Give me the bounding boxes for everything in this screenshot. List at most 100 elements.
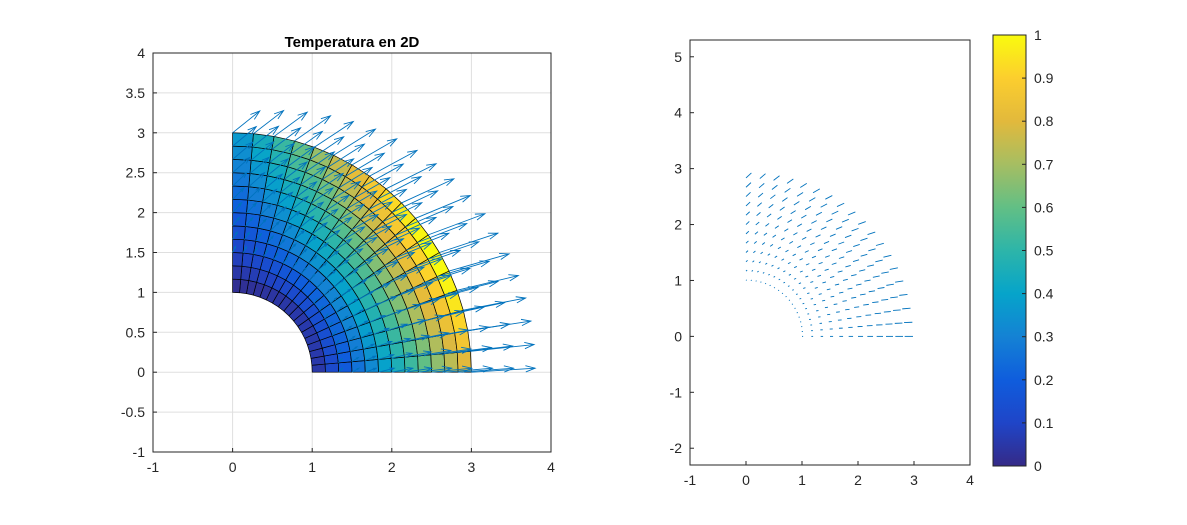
quiver-arrow — [779, 206, 785, 211]
y-tick-label: 4 — [137, 45, 145, 61]
quiver-arrow — [811, 255, 817, 259]
quiver-arrow — [769, 244, 774, 247]
quiver-arrow — [774, 255, 778, 258]
quiver-arrow — [326, 250, 340, 261]
quiver-arrow — [745, 269, 748, 272]
quiver-arrow — [232, 201, 243, 213]
y-tick-label: -2 — [670, 440, 683, 456]
mesh-cell — [232, 238, 245, 254]
quiver-arrow — [369, 149, 419, 177]
quiver-arrow — [860, 237, 868, 241]
quiver-arrow — [754, 231, 759, 235]
quiver-arrow — [758, 261, 761, 264]
quiver-arrow — [810, 298, 814, 300]
quiver-arrow — [309, 136, 345, 161]
quiver-arrow — [745, 221, 750, 225]
quiver-arrow — [762, 272, 765, 274]
quiver-arrow — [291, 261, 299, 269]
quiver-arrow — [336, 348, 342, 355]
quiver-arrow — [826, 218, 833, 223]
mesh-cell — [246, 199, 263, 216]
quiver-arrow — [253, 109, 285, 135]
quiver-arrow — [346, 190, 378, 210]
quiver-arrow — [810, 242, 815, 246]
quiver-arrow — [799, 258, 803, 261]
quiver-arrow — [781, 197, 788, 202]
quiver-arrow — [755, 221, 760, 226]
quiver-arrow — [351, 367, 361, 373]
quiver-arrow — [232, 156, 251, 174]
quiver-arrow — [842, 278, 848, 281]
y-tick-label: 5 — [674, 49, 682, 65]
quiver-arrow — [347, 298, 359, 307]
quiver-arrow — [249, 156, 271, 174]
quiver-arrow — [323, 229, 341, 242]
colorbar-tick-label: 0.4 — [1034, 286, 1054, 302]
quiver-arrow — [257, 218, 268, 229]
y-tick-label: 0 — [674, 328, 682, 344]
quiver-arrow — [248, 171, 266, 188]
quiver-arrow — [232, 216, 241, 227]
quiver-arrow — [829, 275, 835, 279]
quiver-arrow — [376, 340, 394, 348]
quiver-arrow — [328, 321, 334, 328]
quiver-arrow — [415, 195, 472, 219]
quiver-arrow — [814, 287, 818, 289]
quiver-arrow — [745, 182, 752, 188]
mesh-cell — [251, 133, 275, 150]
quiver-arrow — [837, 270, 843, 273]
quiver-arrow — [902, 307, 911, 310]
quiver-arrow — [780, 237, 785, 241]
quiver-arrow — [817, 274, 822, 277]
x-tick-label: 0 — [742, 472, 750, 488]
x-tick-label: -1 — [147, 459, 160, 475]
quiver-arrow — [808, 197, 816, 202]
quiver-arrow — [801, 236, 807, 240]
quiver-arrow — [768, 273, 770, 276]
mesh-cell — [242, 239, 257, 255]
quiver-arrow — [867, 264, 875, 267]
quiver-arrow — [280, 176, 301, 193]
quiver-arrow — [800, 182, 808, 188]
colorbar-tick-label: 1 — [1034, 27, 1042, 43]
quiver-arrow — [768, 204, 774, 209]
quiver-arrow — [273, 252, 279, 260]
quiver-arrow — [845, 250, 853, 253]
quiver-arrow — [795, 293, 798, 295]
quiver-arrow — [405, 366, 434, 373]
quiver-arrow — [834, 283, 840, 286]
quiver-arrow — [805, 263, 810, 266]
quiver-arrow — [799, 270, 803, 273]
quiver-arrow — [458, 365, 515, 373]
quiver-arrow — [753, 250, 756, 254]
quiver-arrow — [886, 283, 894, 286]
quiver-arrow — [745, 172, 752, 179]
quiver-arrow — [745, 211, 751, 216]
quiver-arrow — [817, 248, 823, 252]
quiver-arrow — [770, 194, 776, 200]
quiver-arrow — [349, 346, 359, 352]
quiver-arrow — [415, 331, 450, 341]
quiver-arrow — [899, 293, 908, 296]
quiver-arrow — [334, 339, 340, 345]
mesh-cell — [232, 185, 250, 201]
mesh-cell — [232, 265, 243, 280]
quiver-arrow — [471, 365, 537, 373]
quiver-arrow — [859, 293, 866, 296]
y-tick-label: -1 — [670, 384, 683, 400]
quiver-arrow — [745, 230, 750, 235]
quiver-arrow — [881, 298, 889, 301]
quiver-arrow — [803, 287, 806, 289]
quiver-arrow — [243, 231, 251, 240]
x-tick-label: 4 — [547, 459, 555, 475]
quiver-arrow — [758, 183, 765, 189]
quiver-arrow — [838, 241, 845, 245]
quiver-arrow — [792, 253, 797, 257]
quiver-arrow — [811, 268, 816, 271]
quiver-arrow — [760, 281, 762, 283]
quiver-arrow — [391, 366, 415, 373]
colorbar-tick-label: 0.3 — [1034, 329, 1054, 345]
quiver-arrow — [793, 201, 800, 206]
quiver-arrow — [232, 186, 246, 200]
